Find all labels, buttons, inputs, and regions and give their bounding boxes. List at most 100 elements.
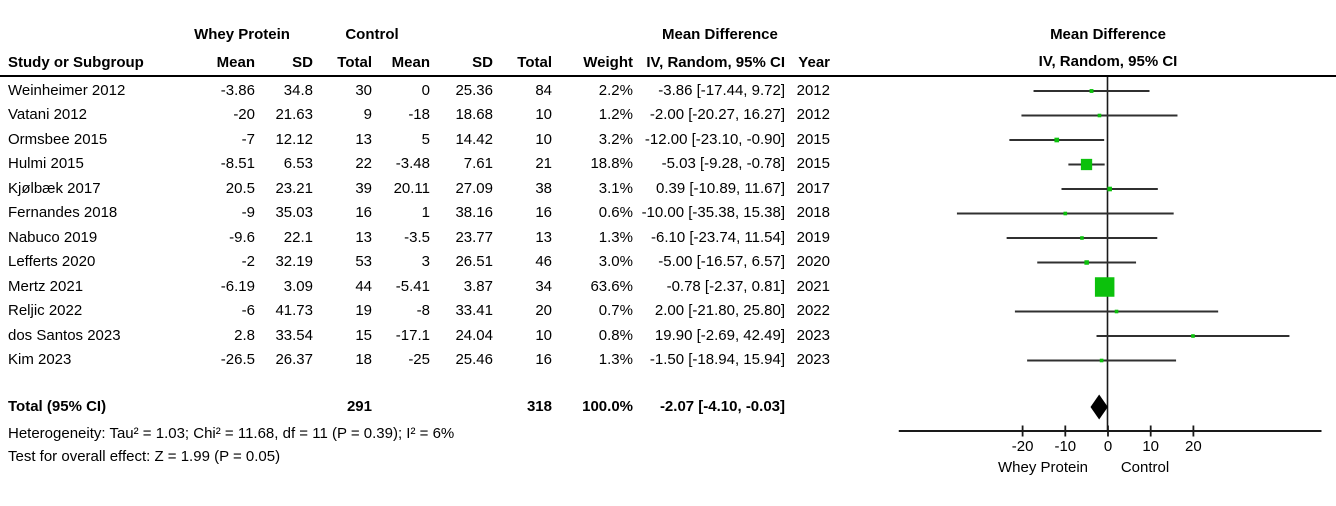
cell-wp_mean: -2 <box>241 253 255 271</box>
cell-c_mean: 20.11 <box>393 179 430 197</box>
plot-header-method: IV, Random, 95% CI <box>1038 53 1178 70</box>
column-header-wp_sd: SD <box>292 54 313 71</box>
cell-study: Nabuco 2019 <box>8 228 98 246</box>
tick-label-10: 10 <box>1142 438 1160 455</box>
total-wp-total: 291 <box>346 397 372 415</box>
cell-wp_sd: 35.03 <box>275 204 313 222</box>
cell-c_total: 84 <box>535 81 552 99</box>
cell-study: Mertz 2021 <box>8 277 84 295</box>
cell-year: 2012 <box>796 106 830 124</box>
effect-square <box>1089 89 1094 93</box>
cell-c_mean: -5.41 <box>395 277 430 295</box>
cell-c_sd: 25.36 <box>455 81 493 99</box>
cell-study: Lefferts 2020 <box>8 253 96 271</box>
effect-square <box>1097 113 1102 118</box>
group-header-control: Control <box>345 26 399 43</box>
cell-study: Vatani 2012 <box>8 106 87 124</box>
cell-wp_total: 16 <box>355 204 372 222</box>
cell-ci_text: -0.78 [-2.37, 0.81] <box>666 277 785 295</box>
cell-c_sd: 23.77 <box>455 228 493 246</box>
cell-c_sd: 7.61 <box>463 155 493 173</box>
cell-wp_mean: 2.8 <box>234 326 255 344</box>
plot-header-mean-difference: Mean Difference <box>1050 26 1166 43</box>
cell-wp_total: 9 <box>363 106 372 124</box>
cell-c_total: 20 <box>535 302 552 320</box>
cell-wp_total: 39 <box>355 179 372 197</box>
overall-effect-note: Test for overall effect: Z = 1.99 (P = 0… <box>8 447 281 465</box>
cell-wp_total: 22 <box>355 155 372 173</box>
cell-ci_text: -3.86 [-17.44, 9.72] <box>658 81 785 99</box>
cell-wp_sd: 12.12 <box>275 130 313 148</box>
cell-weight: 63.6% <box>590 277 633 295</box>
cell-wp_sd: 33.54 <box>275 326 313 344</box>
effect-square <box>1080 158 1093 171</box>
column-header-wp_mean: Mean <box>216 54 255 71</box>
column-header-study: Study or Subgroup <box>8 54 144 71</box>
column-header-year: Year <box>798 54 830 71</box>
cell-ci_text: -5.00 [-16.57, 6.57] <box>658 253 785 271</box>
cell-wp_total: 13 <box>355 130 372 148</box>
cell-weight: 3.2% <box>598 130 633 148</box>
cell-study: Ormsbee 2015 <box>8 130 108 148</box>
cell-ci_text: -10.00 [-35.38, 15.38] <box>641 204 785 222</box>
cell-weight: 0.8% <box>598 326 633 344</box>
cell-weight: 2.2% <box>598 81 633 99</box>
cell-c_mean: -3.5 <box>404 228 430 246</box>
cell-c_sd: 27.09 <box>455 179 493 197</box>
cell-wp_total: 19 <box>355 302 372 320</box>
cell-study: Weinheimer 2012 <box>8 81 126 99</box>
cell-c_mean: -18 <box>408 106 430 124</box>
cell-year: 2023 <box>796 326 830 344</box>
cell-year: 2012 <box>796 81 830 99</box>
cell-ci_text: -2.00 [-20.27, 16.27] <box>649 106 785 124</box>
cell-c_total: 34 <box>535 277 552 295</box>
column-header-c_sd: SD <box>472 54 493 71</box>
cell-ci_text: -5.03 [-9.28, -0.78] <box>661 155 785 173</box>
cell-wp_mean: -20 <box>233 106 255 124</box>
total-ci: -2.07 [-4.10, -0.03] <box>659 397 785 415</box>
heterogeneity-note: Heterogeneity: Tau² = 1.03; Chi² = 11.68… <box>8 424 455 442</box>
cell-year: 2015 <box>796 130 830 148</box>
cell-study: Reljic 2022 <box>8 302 83 320</box>
cell-wp_total: 53 <box>355 253 372 271</box>
cell-c_total: 10 <box>535 130 552 148</box>
cell-year: 2018 <box>796 204 830 222</box>
total-label: Total (95% CI) <box>8 397 107 415</box>
cell-c_mean: -8 <box>416 302 430 320</box>
effect-square <box>1094 277 1115 297</box>
cell-c_total: 46 <box>535 253 552 271</box>
cell-ci_text: -12.00 [-23.10, -0.90] <box>644 130 785 148</box>
cell-wp_mean: 20.5 <box>225 179 255 197</box>
cell-wp_sd: 23.21 <box>275 179 313 197</box>
cell-c_total: 38 <box>535 179 552 197</box>
cell-weight: 1.3% <box>598 351 633 369</box>
effect-square <box>1099 358 1104 363</box>
tick-label-0: 0 <box>1103 438 1113 455</box>
cell-wp_sd: 34.8 <box>283 81 313 99</box>
group-header-mean-difference: Mean Difference <box>662 26 778 43</box>
cell-wp_mean: -9 <box>241 204 255 222</box>
cell-weight: 3.0% <box>598 253 633 271</box>
cell-wp_total: 30 <box>355 81 372 99</box>
header-divider <box>0 75 1336 78</box>
cell-year: 2017 <box>796 179 830 197</box>
cell-wp_mean: -9.6 <box>229 228 255 246</box>
cell-wp_mean: -3.86 <box>220 81 255 99</box>
column-header-c_mean: Mean <box>391 54 430 71</box>
cell-ci_text: 19.90 [-2.69, 42.49] <box>654 326 785 344</box>
cell-wp_sd: 21.63 <box>275 106 313 124</box>
cell-study: Kjølbæk 2017 <box>8 179 101 197</box>
cell-year: 2019 <box>796 228 830 246</box>
cell-c_sd: 33.41 <box>455 302 493 320</box>
cell-wp_total: 44 <box>355 277 372 295</box>
cell-wp_mean: -26.5 <box>220 351 255 369</box>
total-weight: 100.0% <box>582 397 633 415</box>
cell-c_mean: 3 <box>421 253 430 271</box>
cell-c_total: 10 <box>535 326 552 344</box>
cell-wp_sd: 3.09 <box>283 277 313 295</box>
cell-ci_text: -1.50 [-18.94, 15.94] <box>649 351 785 369</box>
cell-year: 2021 <box>796 277 830 295</box>
cell-wp_total: 18 <box>355 351 372 369</box>
cell-c_mean: 0 <box>421 81 430 99</box>
cell-weight: 1.3% <box>598 228 633 246</box>
